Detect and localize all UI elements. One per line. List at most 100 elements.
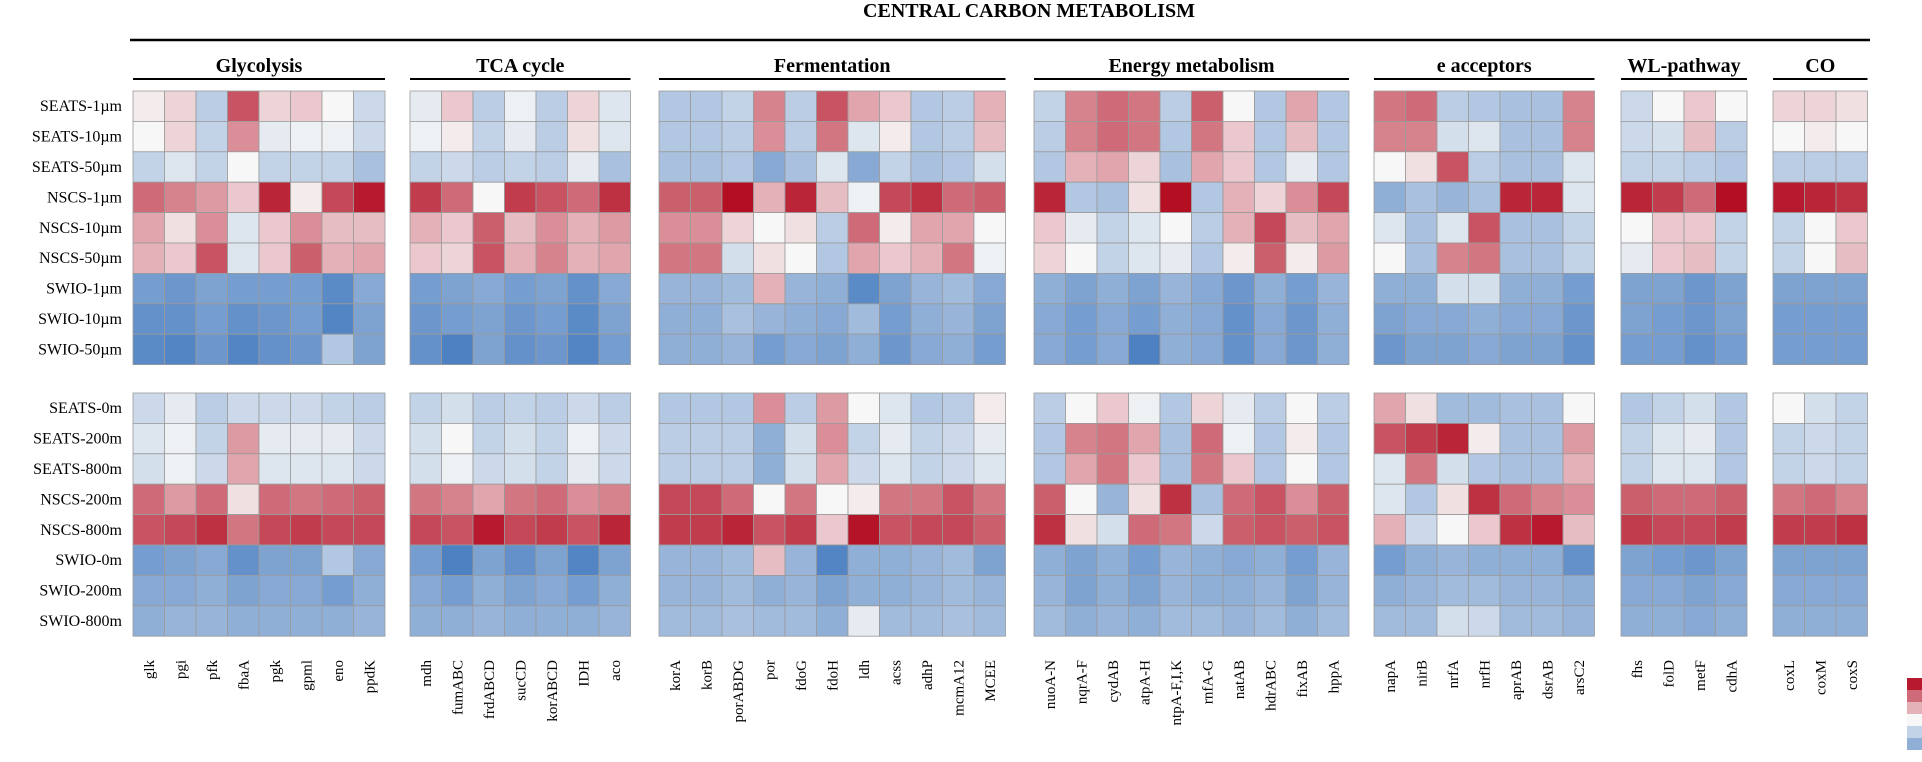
heatmap-cell	[290, 303, 323, 335]
heatmap-cell	[195, 90, 228, 122]
heatmap-cell	[1373, 453, 1406, 485]
heatmap-cell	[441, 303, 474, 335]
panel-title: Energy metabolism	[1108, 55, 1274, 77]
heatmap-cell	[1683, 333, 1716, 366]
heatmap-cell	[847, 514, 880, 546]
heatmap-cell	[690, 303, 723, 335]
heatmap-cell	[1159, 544, 1192, 576]
column-label: hppA	[1326, 660, 1342, 694]
heatmap-cell	[1652, 453, 1685, 485]
heatmap-cell	[1468, 151, 1501, 183]
heatmap-cell	[1405, 453, 1438, 485]
heatmap-cell	[816, 544, 849, 576]
heatmap-cell	[1065, 242, 1098, 274]
heatmap-cell	[690, 151, 723, 183]
heatmap-cell	[816, 212, 849, 244]
heatmap-cell	[227, 272, 260, 305]
heatmap-cell	[1652, 483, 1685, 516]
heatmap-cell	[1715, 483, 1748, 516]
heatmap-cell	[1683, 422, 1716, 455]
heatmap-cell	[1033, 303, 1066, 335]
heatmap-cell	[598, 181, 631, 213]
heatmap-cell	[1683, 544, 1716, 576]
heatmap-cell	[1254, 392, 1287, 424]
heatmap-cell	[258, 151, 291, 183]
heatmap-cell	[441, 544, 474, 576]
heatmap-cell	[1033, 392, 1066, 424]
heatmap-cell	[164, 151, 197, 183]
column-label: metF	[1693, 660, 1709, 691]
heatmap-cell	[258, 121, 291, 153]
heatmap-cell	[658, 242, 691, 274]
heatmap-cell	[784, 121, 817, 153]
heatmap-cell	[1373, 422, 1406, 455]
heatmap-cell	[567, 242, 600, 274]
panel-glycolysis: Glycolysis glk pgi pfk fbaA pgk gpml eno ppdK	[132, 55, 386, 693]
heatmap-cell	[1499, 605, 1532, 637]
heatmap-cell	[504, 151, 537, 183]
heatmap-cell	[1652, 121, 1685, 153]
heatmap-cell	[258, 181, 291, 213]
heatmap-cell	[535, 605, 568, 637]
heatmap-cell	[132, 422, 165, 455]
heatmap-cell	[753, 605, 786, 637]
heatmap-cell	[1531, 333, 1564, 366]
row-label: SWIO-50µm	[38, 341, 122, 358]
heatmap-cell	[1128, 605, 1161, 637]
heatmap-cell	[658, 422, 691, 455]
heatmap-cell	[753, 181, 786, 213]
heatmap-cell	[1128, 392, 1161, 424]
heatmap-cell	[1405, 303, 1438, 335]
heatmap-cell	[879, 151, 912, 183]
column-label: coxS	[1845, 660, 1861, 690]
row-label: SWIO-10µm	[38, 311, 122, 328]
heatmap-cell	[504, 483, 537, 516]
heatmap-cell	[195, 514, 228, 546]
heatmap-cell	[258, 333, 291, 366]
heatmap-cell	[816, 181, 849, 213]
heatmap-cell	[816, 90, 849, 122]
heatmap-cell	[910, 121, 943, 153]
heatmap-cell	[409, 212, 442, 244]
column-label: nrfH	[1477, 660, 1493, 688]
heatmap-cell	[1317, 303, 1350, 335]
heatmap-cell	[504, 333, 537, 366]
heatmap-cell	[227, 242, 260, 274]
heatmap-cell	[290, 151, 323, 183]
heatmap-cell	[195, 575, 228, 607]
panel-energy-metabolism: Energy metabolism nuoA-N nqrA-F cydAB atpA-H…	[1033, 55, 1350, 725]
heatmap-cell	[973, 121, 1006, 153]
heatmap-cell	[1772, 544, 1805, 576]
heatmap-cell	[535, 303, 568, 335]
heatmap-cell	[753, 453, 786, 485]
heatmap-cell	[441, 242, 474, 274]
heatmap-cell	[1499, 212, 1532, 244]
heatmap-cell	[753, 272, 786, 305]
heatmap-cell	[1468, 303, 1501, 335]
heatmap-cell	[910, 151, 943, 183]
heatmap-cell	[472, 544, 505, 576]
heatmap-cell	[910, 272, 943, 305]
heatmap-cell	[1620, 453, 1653, 485]
heatmap-cell	[784, 151, 817, 183]
heatmap-cell	[567, 212, 600, 244]
heatmap-cell	[1033, 514, 1066, 546]
heatmap-cell	[258, 544, 291, 576]
heatmap-cell	[973, 212, 1006, 244]
heatmap-cell	[290, 90, 323, 122]
heatmap-cell	[1683, 151, 1716, 183]
heatmap-cell	[1373, 514, 1406, 546]
column-label: napA	[1383, 660, 1399, 693]
heatmap-cell	[973, 272, 1006, 305]
heatmap-cell	[1222, 212, 1255, 244]
heatmap-cell	[1804, 514, 1837, 546]
heatmap-cell	[973, 242, 1006, 274]
heatmap-cell	[504, 605, 537, 637]
heatmap-cell	[1254, 514, 1287, 546]
heatmap-cell	[195, 392, 228, 424]
heatmap-cell	[690, 242, 723, 274]
heatmap-cell	[409, 272, 442, 305]
row-label: SWIO-800m	[39, 613, 122, 630]
heatmap-cell	[1096, 453, 1129, 485]
heatmap-cell	[1405, 483, 1438, 516]
